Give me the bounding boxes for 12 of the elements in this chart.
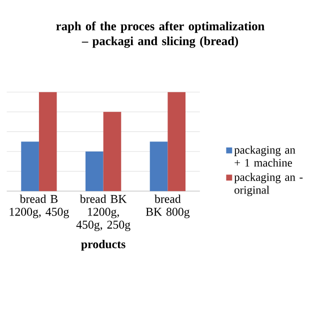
x-tick-label: bread BK 1200g, 450g, 250g <box>76 194 130 232</box>
bar <box>150 142 168 192</box>
bar <box>38 92 57 192</box>
x-axis-title: products <box>81 240 126 251</box>
chart-title: raph of the proces after optimalization – packagi and slicing (bread) <box>56 22 264 48</box>
bar <box>21 142 39 192</box>
bar <box>103 112 122 192</box>
bar <box>86 152 104 192</box>
legend-label: packaging an - original <box>234 172 303 196</box>
x-tick-label: bread BK 800g <box>146 194 190 218</box>
bar <box>168 92 186 192</box>
x-tick-label: bread B 1200g, 450g <box>10 194 69 218</box>
